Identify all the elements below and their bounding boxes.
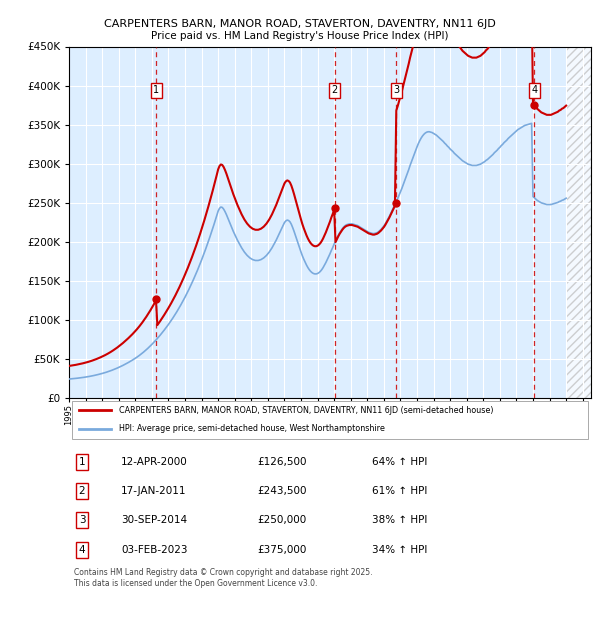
Text: 12-APR-2000: 12-APR-2000 <box>121 457 188 467</box>
FancyBboxPatch shape <box>71 401 589 438</box>
Text: £243,500: £243,500 <box>257 486 307 496</box>
Text: Price paid vs. HM Land Registry's House Price Index (HPI): Price paid vs. HM Land Registry's House … <box>151 31 449 41</box>
Text: £250,000: £250,000 <box>257 515 306 525</box>
Text: 30-SEP-2014: 30-SEP-2014 <box>121 515 187 525</box>
Text: 2: 2 <box>332 86 338 95</box>
Text: 34% ↑ HPI: 34% ↑ HPI <box>372 545 427 555</box>
Bar <box>566 46 591 399</box>
Text: 1: 1 <box>79 457 85 467</box>
Text: 61% ↑ HPI: 61% ↑ HPI <box>372 486 427 496</box>
Text: 17-JAN-2011: 17-JAN-2011 <box>121 486 187 496</box>
Text: HPI: Average price, semi-detached house, West Northamptonshire: HPI: Average price, semi-detached house,… <box>119 424 385 433</box>
Text: 4: 4 <box>79 545 85 555</box>
Text: CARPENTERS BARN, MANOR ROAD, STAVERTON, DAVENTRY, NN11 6JD (semi-detached house): CARPENTERS BARN, MANOR ROAD, STAVERTON, … <box>119 405 493 415</box>
Text: £126,500: £126,500 <box>257 457 307 467</box>
Text: 2: 2 <box>79 486 85 496</box>
Text: 03-FEB-2023: 03-FEB-2023 <box>121 545 188 555</box>
Text: 3: 3 <box>393 86 400 95</box>
Text: CARPENTERS BARN, MANOR ROAD, STAVERTON, DAVENTRY, NN11 6JD: CARPENTERS BARN, MANOR ROAD, STAVERTON, … <box>104 19 496 29</box>
Text: 1: 1 <box>154 86 160 95</box>
Text: 64% ↑ HPI: 64% ↑ HPI <box>372 457 427 467</box>
Text: £375,000: £375,000 <box>257 545 306 555</box>
Text: 4: 4 <box>532 86 538 95</box>
Text: 38% ↑ HPI: 38% ↑ HPI <box>372 515 427 525</box>
Text: Contains HM Land Registry data © Crown copyright and database right 2025.
This d: Contains HM Land Registry data © Crown c… <box>74 568 373 588</box>
Text: 3: 3 <box>79 515 85 525</box>
